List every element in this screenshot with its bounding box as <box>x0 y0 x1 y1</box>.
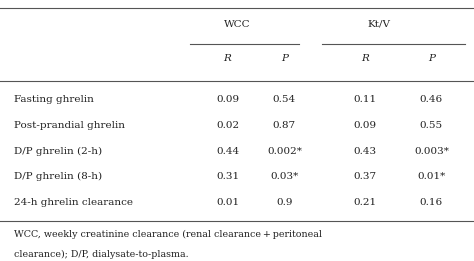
Text: 0.16: 0.16 <box>420 198 443 207</box>
Text: 24-h ghrelin clearance: 24-h ghrelin clearance <box>14 198 133 207</box>
Text: 0.37: 0.37 <box>354 172 376 181</box>
Text: 0.02: 0.02 <box>216 121 239 130</box>
Text: P: P <box>428 54 435 63</box>
Text: 0.01: 0.01 <box>216 198 239 207</box>
Text: 0.46: 0.46 <box>420 96 443 104</box>
Text: D/P ghrelin (2-h): D/P ghrelin (2-h) <box>14 146 102 156</box>
Text: Fasting ghrelin: Fasting ghrelin <box>14 96 94 104</box>
Text: 0.43: 0.43 <box>354 147 376 156</box>
Text: D/P ghrelin (8-h): D/P ghrelin (8-h) <box>14 172 102 181</box>
Text: 0.55: 0.55 <box>420 121 443 130</box>
Text: P: P <box>281 54 288 63</box>
Text: Kt/V: Kt/V <box>368 20 391 29</box>
Text: Post-prandial ghrelin: Post-prandial ghrelin <box>14 121 125 130</box>
Text: 0.9: 0.9 <box>276 198 292 207</box>
Text: 0.54: 0.54 <box>273 96 296 104</box>
Text: 0.09: 0.09 <box>216 96 239 104</box>
Text: 0.31: 0.31 <box>216 172 239 181</box>
Text: R: R <box>361 54 369 63</box>
Text: 0.21: 0.21 <box>354 198 376 207</box>
Text: 0.002*: 0.002* <box>267 147 302 156</box>
Text: 0.87: 0.87 <box>273 121 296 130</box>
Text: WCC, weekly creatinine clearance (renal clearance + peritoneal: WCC, weekly creatinine clearance (renal … <box>14 230 322 239</box>
Text: 0.01*: 0.01* <box>417 172 446 181</box>
Text: 0.11: 0.11 <box>354 96 376 104</box>
Text: 0.44: 0.44 <box>216 147 239 156</box>
Text: clearance); D/P, dialysate-to-plasma.: clearance); D/P, dialysate-to-plasma. <box>14 250 189 259</box>
Text: WCC: WCC <box>224 20 250 29</box>
Text: 0.03*: 0.03* <box>270 172 299 181</box>
Text: 0.09: 0.09 <box>354 121 376 130</box>
Text: R: R <box>224 54 231 63</box>
Text: 0.003*: 0.003* <box>414 147 449 156</box>
